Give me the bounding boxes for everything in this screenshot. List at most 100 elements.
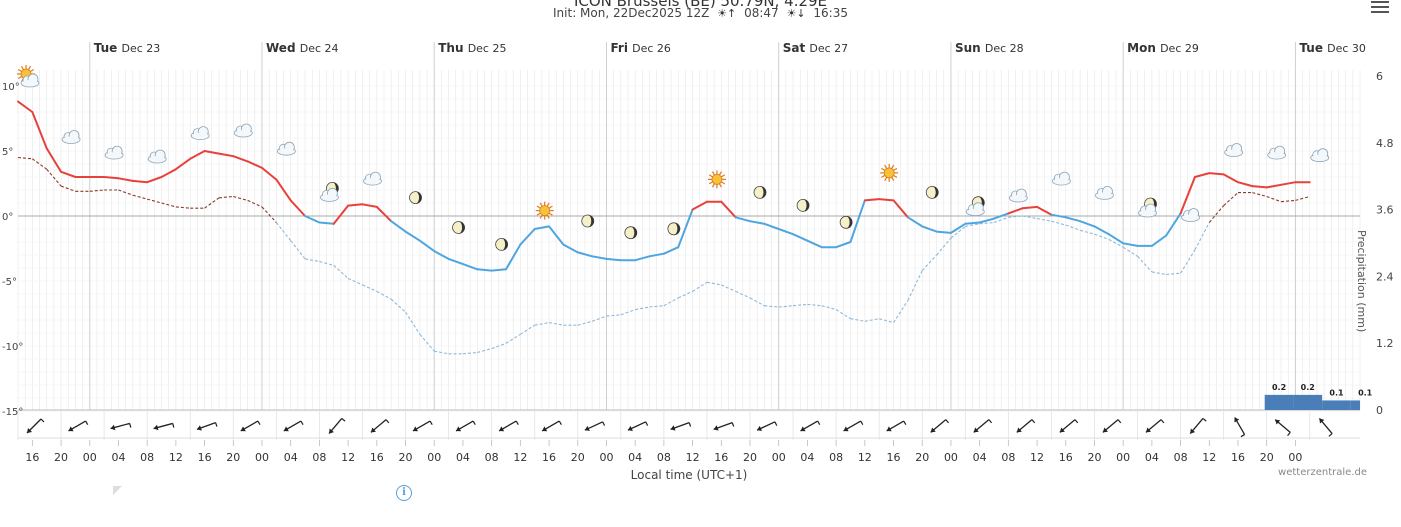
- info-icon[interactable]: i: [396, 485, 412, 501]
- temperature-segment: [404, 230, 421, 242]
- wind-arrow: [756, 421, 778, 431]
- dewpoint-segment: [1266, 195, 1282, 203]
- temperature-segment: [1036, 205, 1053, 216]
- dewpoint-segment: [405, 311, 421, 335]
- time-tick-label: 20: [915, 451, 929, 464]
- cloud-icon: [1181, 208, 1200, 222]
- wind-arrow: [68, 420, 89, 432]
- temperature-segment: [45, 147, 63, 173]
- dewpoint-segment: [46, 168, 62, 187]
- temperature-segment: [792, 233, 809, 242]
- temperature-segment: [562, 243, 579, 254]
- temperature-segment: [160, 168, 177, 178]
- time-tick-label: 00: [944, 451, 958, 464]
- sunset-icon: ☀↓: [786, 7, 806, 20]
- precip-bar: [1322, 400, 1351, 410]
- temperature-segment: [921, 225, 938, 233]
- cloud-icon: [190, 126, 210, 141]
- temperature-segment: [174, 157, 192, 171]
- time-tick-label: 16: [198, 451, 212, 464]
- cloud-icon: [1095, 185, 1114, 200]
- temperature-segment: [232, 155, 249, 163]
- wind-arrow: [110, 422, 132, 431]
- cloud-icon: [147, 149, 167, 164]
- temperature-segment: [31, 111, 48, 150]
- temperature-segment: [304, 215, 321, 224]
- temperature-segment: [390, 220, 407, 233]
- day-label: Tue Dec 23: [94, 41, 161, 55]
- temperature-segment: [978, 217, 995, 224]
- dewpoint-segment: [17, 156, 33, 160]
- time-tick-label: 04: [1145, 451, 1159, 464]
- dewpoint-segment: [907, 270, 923, 301]
- credit-link[interactable]: wetterzentrale.de: [1278, 467, 1367, 478]
- temperature-segment: [1021, 205, 1039, 210]
- dewpoint-segment: [879, 318, 894, 324]
- sunrise-time: 08:47: [744, 6, 779, 20]
- dewpoint-segment: [233, 195, 248, 201]
- init-line: Init: Mon, 22Dec2025 12Z ☀↑ 08:47 ☀↓ 16:…: [0, 6, 1401, 20]
- dewpoint-segment: [1065, 224, 1081, 231]
- wind-arrow: [800, 420, 821, 432]
- temperature-segment: [1064, 216, 1082, 223]
- moon-icon: [667, 222, 681, 236]
- time-tick-label: 08: [1174, 451, 1188, 464]
- temperature-segment: [1265, 183, 1283, 189]
- cloud-icon: [965, 202, 985, 217]
- dewpoint-segment: [749, 297, 765, 307]
- temperature-segment: [1150, 234, 1168, 247]
- temperature-segment: [275, 178, 292, 202]
- dewpoint-segment: [491, 342, 507, 350]
- dewpoint-segment: [218, 195, 234, 199]
- time-tick-label: 00: [599, 451, 613, 464]
- dewpoint-segment: [577, 320, 593, 326]
- sun-icon: [880, 163, 899, 182]
- wind-arrow: [283, 420, 304, 432]
- time-tick-label: 00: [255, 451, 269, 464]
- moon-icon: [925, 185, 939, 199]
- time-tick-label: 04: [973, 451, 987, 464]
- cloud-icon: [363, 171, 382, 186]
- dewpoint-segment: [735, 290, 751, 299]
- time-tick-label: 20: [399, 451, 413, 464]
- dewpoint-segment: [1151, 271, 1167, 276]
- temperature-segment: [261, 166, 278, 181]
- temperature-segment: [662, 246, 680, 255]
- right-axis-title: Precipitation (mm): [1355, 230, 1368, 333]
- temperature-segment: [849, 199, 866, 243]
- menu-icon[interactable]: [1371, 0, 1389, 16]
- y-left-tick-label: -5°: [2, 277, 17, 288]
- dewpoint-segment: [1108, 238, 1124, 248]
- time-tick-label: 16: [25, 451, 39, 464]
- cloud-icon: [1310, 148, 1330, 163]
- dewpoint-segment: [1223, 192, 1239, 207]
- wind-arrow: [843, 420, 864, 432]
- time-tick-label: 12: [513, 451, 527, 464]
- dewpoint-segment: [835, 309, 851, 320]
- dewpoint-segment: [807, 303, 822, 307]
- temperature-segment: [591, 255, 608, 260]
- day-label: Thu Dec 25: [438, 41, 506, 55]
- day-label: Tue Dec 30: [1299, 41, 1366, 55]
- dewpoint-segment: [893, 300, 909, 323]
- temperature-segment: [117, 177, 134, 182]
- sunrise-icon: ☀↑: [717, 7, 737, 20]
- temperature-segment: [1222, 173, 1239, 184]
- time-tick-label: 16: [542, 451, 556, 464]
- temperature-segment: [949, 222, 967, 234]
- y-right-tick-label: 4.8: [1376, 137, 1394, 150]
- cloud-icon: [104, 145, 124, 160]
- time-tick-label: 12: [341, 451, 355, 464]
- dewpoint-segment: [147, 198, 162, 204]
- dewpoint-segment: [304, 258, 320, 263]
- cloud-icon: [320, 187, 339, 202]
- wind-arrow: [1016, 419, 1036, 433]
- dewpoint-segment: [204, 197, 220, 209]
- temperature-segment: [1237, 181, 1254, 188]
- time-tick-label: 16: [887, 451, 901, 464]
- temperature-segment: [806, 239, 823, 249]
- moon-icon: [753, 185, 767, 199]
- y-right-tick-label: 0: [1376, 404, 1383, 417]
- wind-arrow: [584, 421, 606, 431]
